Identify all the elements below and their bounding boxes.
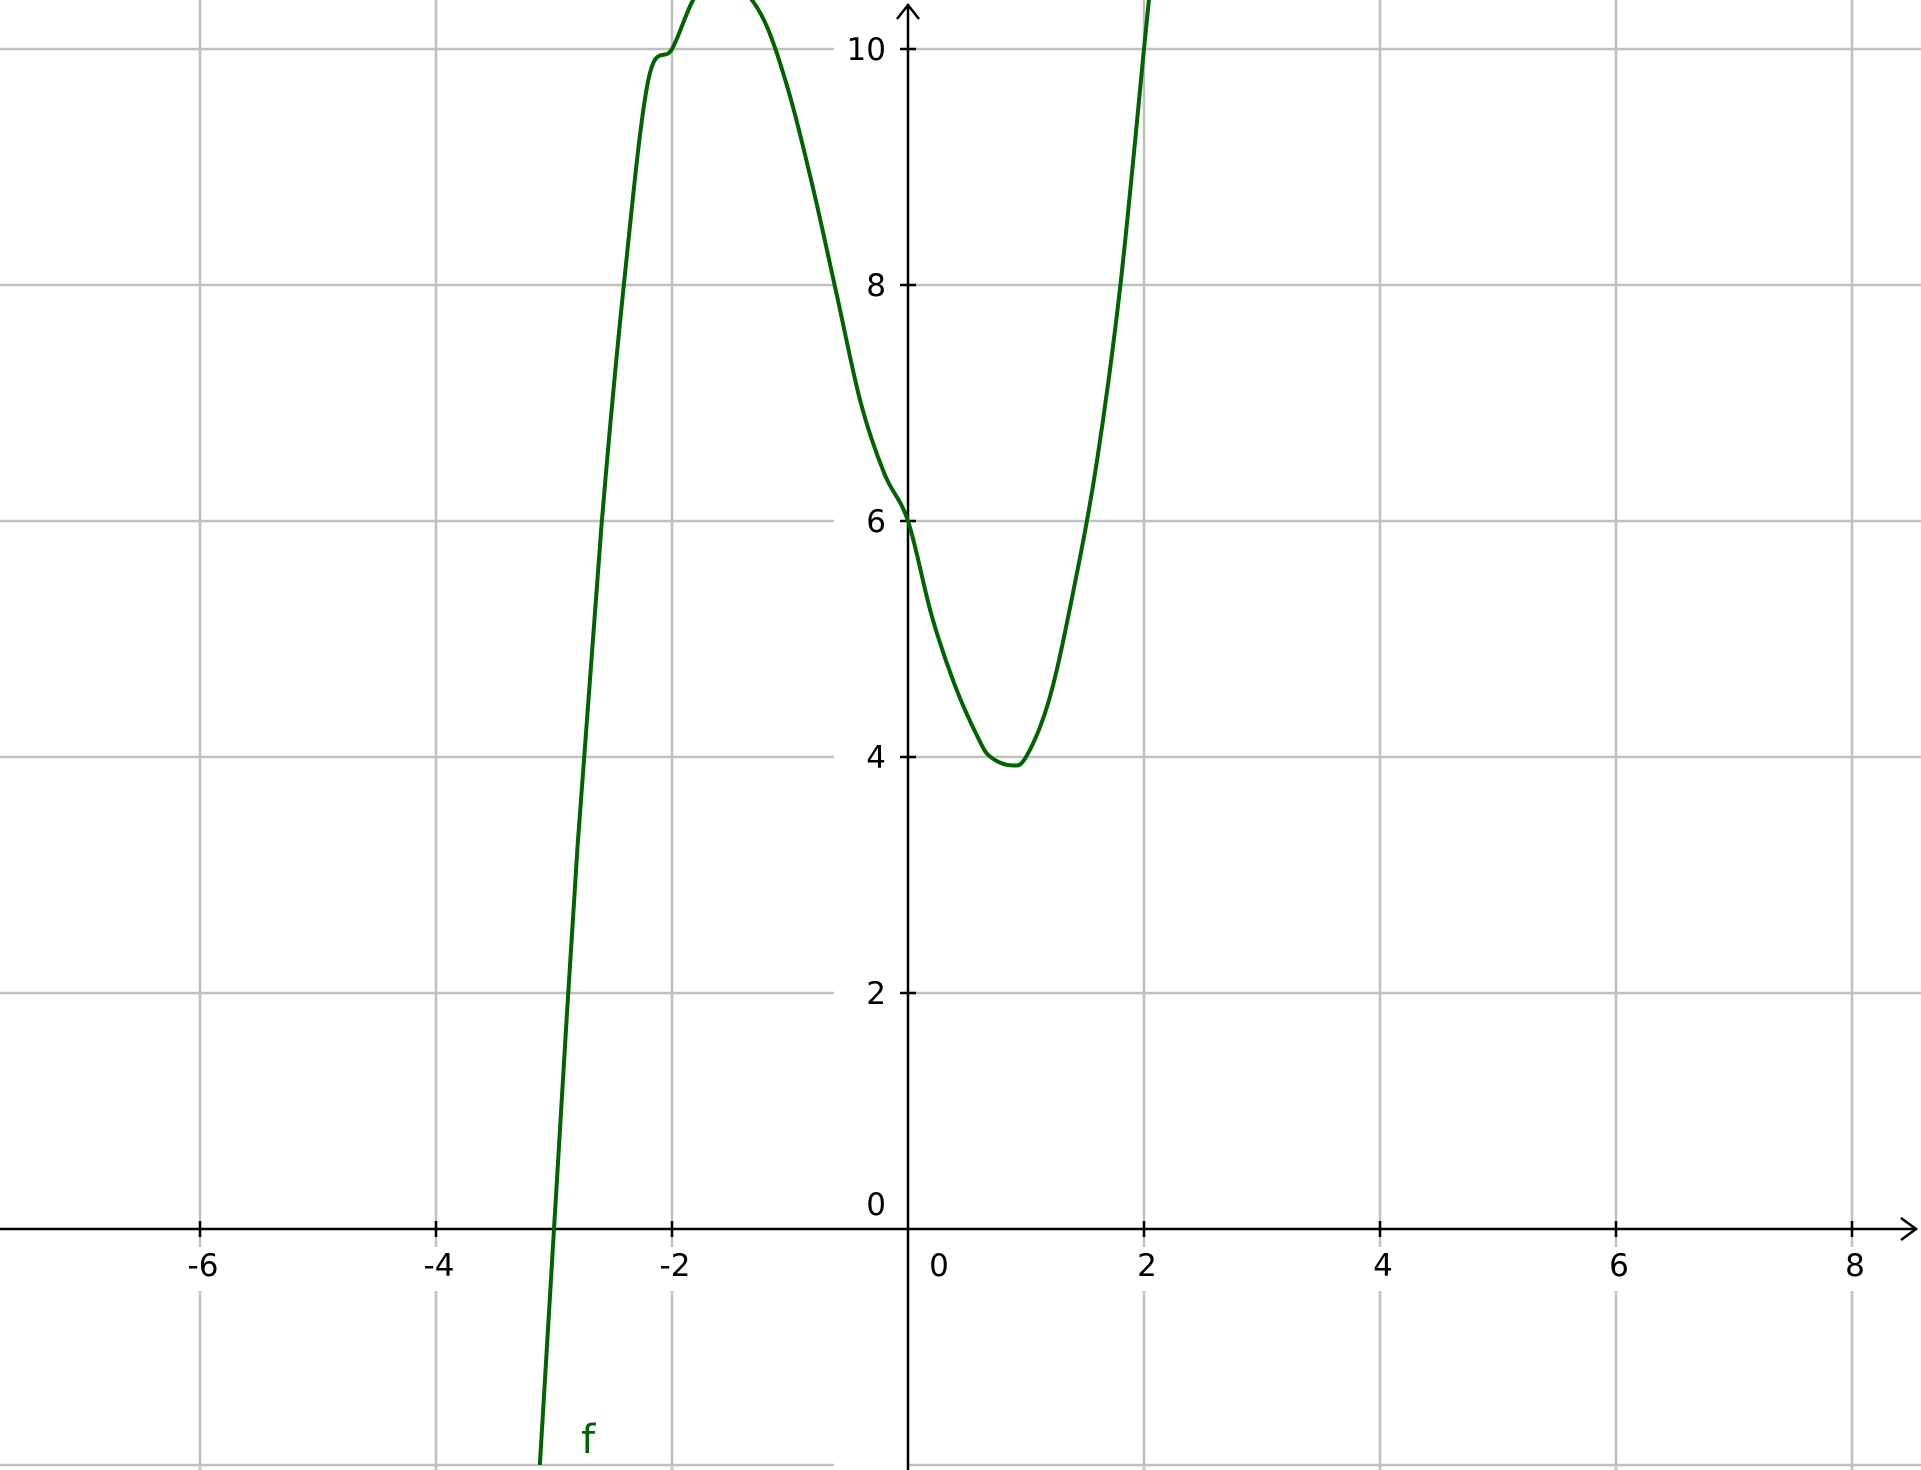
x-tick-label: 2: [1137, 1248, 1157, 1284]
series-label-f: f: [581, 1417, 596, 1463]
y-tick-label: 10: [847, 32, 886, 68]
x-tick-label: -2: [660, 1248, 691, 1284]
x-tick-label: 4: [1373, 1248, 1393, 1284]
x-tick-label: 0: [929, 1248, 949, 1284]
x-tick-label: 8: [1845, 1248, 1865, 1284]
x-tick-label: -6: [188, 1248, 219, 1284]
y-axis-arrow: [896, 2, 920, 20]
y-tick-label: 8: [866, 268, 886, 304]
series-line-f: [537, 0, 1151, 1466]
y-tick-label: 0: [866, 1187, 886, 1223]
curve-layer: f: [537, 0, 1151, 1466]
y-tick-label: 2: [866, 976, 886, 1012]
x-axis-arrow: [1900, 1216, 1919, 1242]
x-tick-label: 6: [1609, 1248, 1629, 1284]
y-tick-label: 4: [866, 740, 886, 776]
y-tick-label: 6: [866, 504, 886, 540]
x-tick-label: -4: [424, 1248, 455, 1284]
